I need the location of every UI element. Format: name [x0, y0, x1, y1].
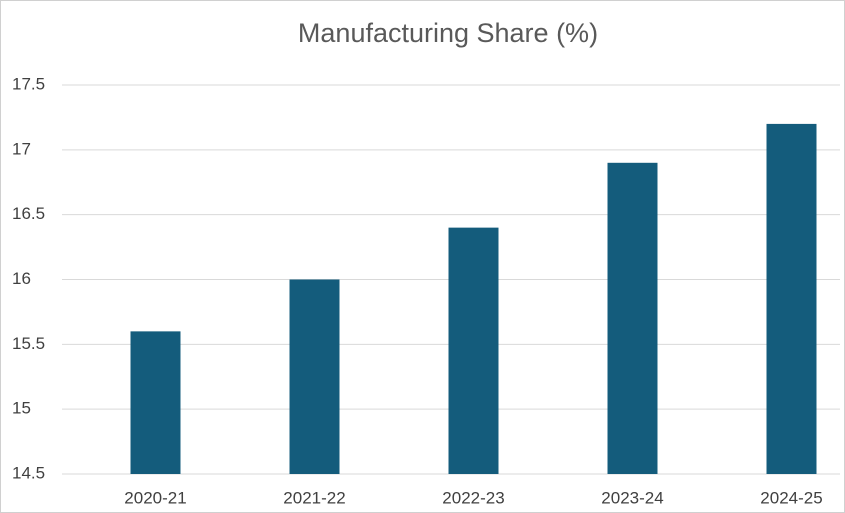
chart-title: Manufacturing Share (%) [298, 18, 598, 48]
y-tick-label: 16 [12, 269, 31, 288]
y-tick-label: 14.5 [12, 463, 45, 482]
bar [130, 331, 181, 474]
x-tick-label: 2022-23 [442, 488, 504, 507]
bar [289, 279, 340, 474]
y-tick-label: 17.5 [12, 74, 45, 93]
bar [766, 123, 817, 475]
y-tick-label: 15 [12, 399, 31, 418]
x-tick-label: 2020-21 [124, 488, 186, 507]
y-tick-label: 16.5 [12, 204, 45, 223]
y-tick-label: 15.5 [12, 334, 45, 353]
x-tick-label: 2024-25 [760, 488, 822, 507]
y-tick-label: 17 [12, 139, 31, 158]
x-tick-label: 2021-22 [283, 488, 345, 507]
bar [448, 227, 499, 474]
bar [607, 162, 658, 475]
x-tick-label: 2023-24 [601, 488, 663, 507]
